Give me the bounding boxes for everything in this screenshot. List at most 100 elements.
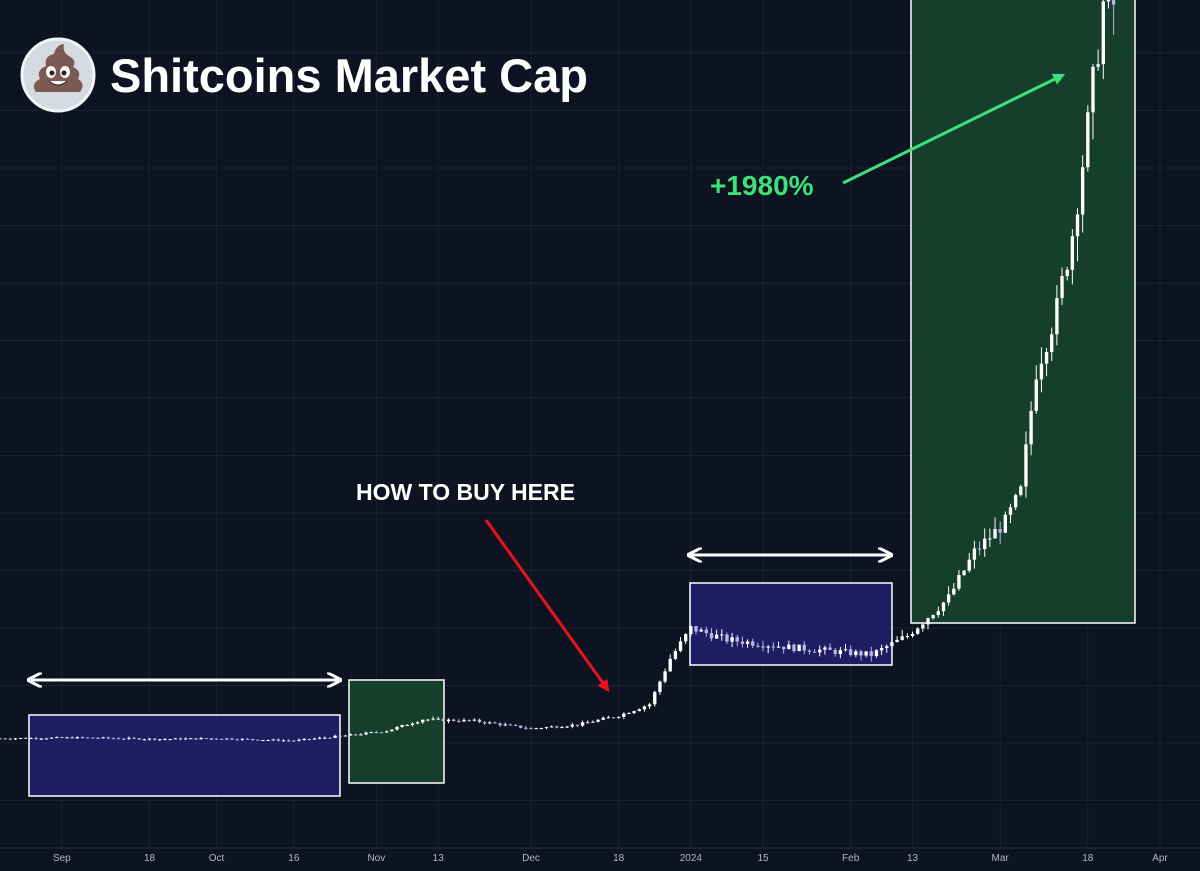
candle-body [998,529,1002,533]
candle-body [1019,486,1023,495]
candle-body [946,594,951,603]
candle-body [1080,167,1085,215]
x-tick-label: 2024 [680,853,703,864]
candle-body [101,737,105,739]
x-tick-label: 16 [288,853,300,864]
candle-body [1111,0,1116,5]
candle-body [555,726,559,728]
x-tick-label: Sep [53,853,71,864]
candle-body [921,624,925,629]
x-tick-label: 18 [1082,853,1094,864]
candle-body [1106,0,1111,2]
candle-body [8,738,12,740]
candle-body [910,633,915,637]
candle-body [663,671,667,682]
candle-body [173,738,177,740]
candle-body [317,737,322,739]
candle-body [1024,444,1028,487]
candle-body [359,734,363,736]
x-tick-label: Nov [367,853,385,864]
candle-body [127,737,131,739]
candle-body [699,629,703,632]
candle-body [560,727,564,729]
x-tick-label: Dec [522,853,540,864]
candle-body [214,738,219,740]
candle-body [91,737,95,739]
candle-body [1044,352,1049,364]
candle-body [116,738,121,740]
candle-body [0,738,2,740]
candle-body [838,650,843,654]
candle-body [658,681,662,693]
candle-body [900,636,904,640]
candle-body [807,650,812,652]
candle-body [281,740,286,742]
candle-body [926,618,930,625]
candle-body [240,738,244,740]
candle-body [70,737,74,739]
candle-body [261,740,265,742]
candle-body [338,735,342,737]
candle-body [312,738,317,740]
candlestick-series [0,0,1116,742]
candle-body [225,738,229,740]
x-tick-label: Feb [842,853,860,864]
candle-body [276,739,281,741]
candle-body [539,728,544,730]
candle-body [792,644,796,652]
candle-body [611,717,616,719]
candle-body [199,738,203,740]
candle-body [1060,276,1064,299]
candle-body [436,718,440,720]
candle-body [549,726,554,728]
candle-body [766,646,770,648]
candle-body [977,548,982,550]
candle-body [993,529,997,539]
x-tick-label: Mar [992,853,1010,864]
candle-body [163,739,167,741]
candle-body [75,737,80,739]
candle-body [694,626,698,632]
candle-body [591,721,595,723]
candle-body [1013,494,1018,508]
candle-body [271,739,275,741]
buy-arrow [484,519,610,692]
candle-body [802,644,806,651]
candle-body [446,719,451,722]
candle-body [431,718,435,720]
candle-body [400,724,404,727]
candle-body [848,649,853,656]
candle-body [725,634,729,642]
consolidation-box-2 [689,582,893,666]
candle-body [668,658,672,672]
candle-body [1091,66,1095,113]
candle-body [1029,410,1033,445]
candle-body [761,646,765,648]
candle-body [632,711,636,714]
candle-body [24,737,28,739]
candle-body [85,737,90,739]
candle-body [209,738,214,740]
candle-body [369,732,373,734]
candle-body [333,735,337,738]
candle-body [328,737,332,739]
candle-body [544,727,549,729]
buy-annotation: HOW TO BUY HERE [356,479,575,505]
candle-body [874,650,879,657]
candle-body [472,719,476,721]
candle-body [147,738,152,740]
candle-body [452,719,456,721]
candle-body [642,706,647,710]
candle-body [374,732,379,734]
candle-body [245,738,250,740]
candle-body [756,645,760,647]
candle-body [823,647,827,650]
candle-body [776,646,781,648]
logo [20,37,96,113]
candle-body [957,574,961,589]
candle-body [565,726,569,728]
candle-body [55,737,59,739]
candle-body [916,628,920,634]
